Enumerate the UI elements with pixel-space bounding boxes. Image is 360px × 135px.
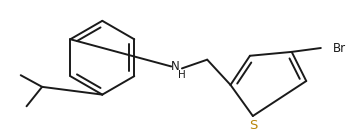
Text: Br: Br: [333, 41, 346, 55]
Text: N: N: [171, 60, 180, 73]
Text: H: H: [178, 70, 186, 80]
Text: S: S: [249, 119, 257, 132]
